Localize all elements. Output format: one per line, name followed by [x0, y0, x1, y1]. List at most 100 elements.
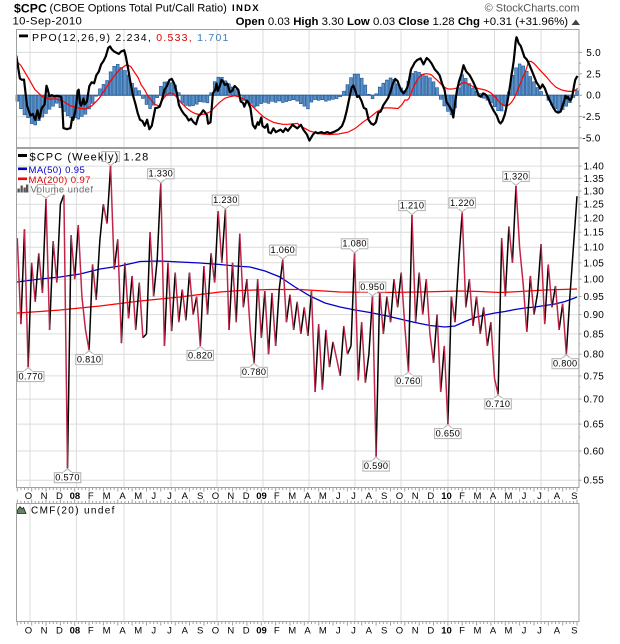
svg-text:D: D — [427, 491, 434, 502]
svg-text:1.20: 1.20 — [584, 213, 605, 224]
svg-text:M: M — [505, 491, 513, 502]
svg-text:S: S — [197, 626, 203, 637]
svg-text:2.5: 2.5 — [586, 69, 601, 80]
svg-text:N: N — [227, 626, 234, 637]
svg-text:0.75: 0.75 — [584, 371, 605, 382]
svg-text:J: J — [522, 491, 527, 502]
svg-text:10: 10 — [441, 626, 452, 637]
svg-text:A: A — [182, 626, 189, 637]
svg-text:D: D — [243, 626, 250, 637]
svg-text:1.210: 1.210 — [400, 201, 425, 211]
svg-text:O: O — [396, 491, 403, 502]
svg-text:INDX: INDX — [232, 3, 260, 14]
svg-text:MA(50) 0.95: MA(50) 0.95 — [29, 165, 86, 176]
svg-text:A: A — [366, 626, 373, 637]
svg-text:0.70: 0.70 — [584, 395, 605, 406]
svg-text:1.25: 1.25 — [584, 200, 605, 211]
svg-text:0.820: 0.820 — [188, 350, 213, 360]
svg-text:M: M — [319, 491, 327, 502]
svg-text:1.330: 1.330 — [149, 169, 174, 179]
svg-text:0.95: 0.95 — [584, 292, 605, 303]
svg-text:F: F — [88, 491, 94, 502]
svg-text:J: J — [351, 626, 356, 637]
svg-text:PPO(12,26,9) 2.234, 0.533, 1.7: PPO(12,26,9) 2.234, 0.533, 1.701 — [32, 32, 230, 44]
svg-text:N: N — [41, 626, 48, 637]
svg-text:A: A — [490, 491, 497, 502]
svg-text:A: A — [554, 491, 561, 502]
svg-text:S: S — [571, 626, 577, 637]
svg-text:A: A — [366, 491, 373, 502]
svg-text:1.10: 1.10 — [584, 243, 605, 254]
svg-text:M: M — [319, 626, 327, 637]
svg-text:1.00: 1.00 — [584, 275, 605, 286]
svg-text:O: O — [212, 491, 219, 502]
svg-text:D: D — [56, 491, 63, 502]
svg-text:A: A — [182, 491, 189, 502]
svg-text:$CPC (Weekly) 1.28: $CPC (Weekly) 1.28 — [30, 152, 150, 164]
svg-text:M: M — [505, 626, 513, 637]
svg-text:0.650: 0.650 — [436, 429, 461, 439]
svg-text:0.85: 0.85 — [584, 329, 605, 340]
svg-text:0.710: 0.710 — [486, 399, 511, 409]
svg-text:J: J — [167, 626, 172, 637]
svg-text:(CBOE Options Total Put/Call R: (CBOE Options Total Put/Call Ratio) — [50, 3, 227, 15]
svg-text:O: O — [25, 626, 32, 637]
svg-text:A: A — [119, 626, 126, 637]
svg-text:D: D — [427, 626, 434, 637]
svg-text:M: M — [288, 491, 296, 502]
svg-text:1.30: 1.30 — [584, 187, 605, 198]
svg-text:-2.5: -2.5 — [582, 112, 601, 123]
svg-text:09: 09 — [256, 626, 267, 637]
svg-text:0.55: 0.55 — [584, 476, 605, 487]
svg-text:J: J — [151, 626, 156, 637]
svg-text:MA(200) 0.97: MA(200) 0.97 — [29, 175, 91, 186]
svg-text:N: N — [412, 626, 419, 637]
svg-text:1.060: 1.060 — [271, 245, 296, 255]
svg-text:1.320: 1.320 — [504, 171, 529, 181]
svg-text:Volume undef: Volume undef — [31, 185, 94, 196]
svg-text:A: A — [304, 491, 311, 502]
svg-text:0.90: 0.90 — [584, 310, 605, 321]
svg-text:N: N — [41, 491, 48, 502]
svg-text:S: S — [381, 626, 387, 637]
svg-text:J: J — [167, 491, 172, 502]
svg-text:0.60: 0.60 — [584, 447, 605, 458]
svg-text:J: J — [537, 491, 542, 502]
svg-text:A: A — [304, 626, 311, 637]
svg-text:08: 08 — [70, 626, 81, 637]
svg-text:O: O — [25, 491, 32, 502]
svg-text:J: J — [336, 491, 341, 502]
svg-text:S: S — [381, 491, 387, 502]
svg-text:F: F — [274, 626, 280, 637]
svg-text:F: F — [274, 491, 280, 502]
svg-text:J: J — [537, 626, 542, 637]
svg-text:5.0: 5.0 — [586, 48, 601, 59]
svg-text:N: N — [412, 491, 419, 502]
svg-text:0.80: 0.80 — [584, 350, 605, 361]
svg-text:0.570: 0.570 — [55, 473, 80, 483]
svg-text:J: J — [351, 491, 356, 502]
svg-text:CMF(20) undef: CMF(20) undef — [31, 506, 116, 517]
svg-text:09: 09 — [256, 491, 267, 502]
svg-text:10: 10 — [441, 491, 452, 502]
svg-text:D: D — [243, 491, 250, 502]
svg-text:-5.0: -5.0 — [582, 134, 601, 145]
svg-text:M: M — [474, 491, 482, 502]
svg-text:© StockCharts.com: © StockCharts.com — [485, 3, 580, 15]
svg-text:O: O — [212, 626, 219, 637]
svg-text:M: M — [474, 626, 482, 637]
svg-text:M: M — [134, 626, 142, 637]
svg-text:Open 0.03 High 3.30 Low 0.03 C: Open 0.03 High 3.30 Low 0.03 Close 1.28 … — [236, 16, 569, 28]
svg-text:0.950: 0.950 — [360, 282, 385, 292]
svg-text:10-Sep-2010: 10-Sep-2010 — [13, 16, 83, 28]
svg-text:$CPC: $CPC — [14, 2, 47, 16]
svg-text:1.35: 1.35 — [584, 174, 605, 185]
svg-text:0.800: 0.800 — [553, 359, 578, 369]
svg-text:08: 08 — [70, 491, 81, 502]
svg-text:0.810: 0.810 — [77, 355, 102, 365]
svg-text:A: A — [119, 491, 126, 502]
svg-text:M: M — [103, 491, 111, 502]
svg-text:0.780: 0.780 — [242, 367, 267, 377]
svg-text:F: F — [459, 491, 465, 502]
svg-text:S: S — [571, 491, 577, 502]
